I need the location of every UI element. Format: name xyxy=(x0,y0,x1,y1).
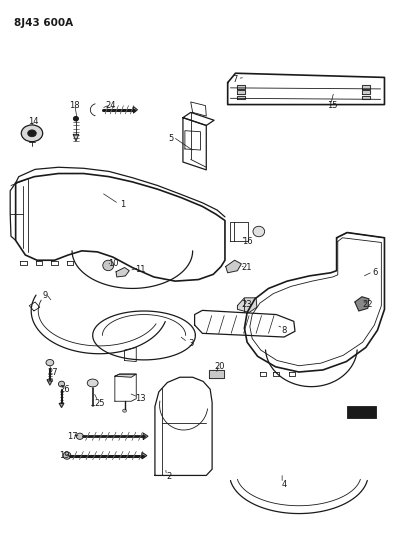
Text: 26: 26 xyxy=(59,385,69,394)
Polygon shape xyxy=(362,96,370,99)
Polygon shape xyxy=(237,96,245,99)
Text: 10: 10 xyxy=(108,260,118,269)
Text: 17: 17 xyxy=(67,432,77,441)
Text: 23: 23 xyxy=(242,300,252,309)
Text: 27: 27 xyxy=(47,368,58,376)
Polygon shape xyxy=(226,260,241,273)
Polygon shape xyxy=(362,85,370,89)
Polygon shape xyxy=(237,91,245,94)
Polygon shape xyxy=(115,374,136,377)
Text: 24: 24 xyxy=(106,101,116,110)
Ellipse shape xyxy=(28,130,36,136)
Ellipse shape xyxy=(58,381,65,387)
Text: 16: 16 xyxy=(242,237,252,246)
Polygon shape xyxy=(209,370,224,378)
Polygon shape xyxy=(362,91,370,94)
Ellipse shape xyxy=(103,260,114,271)
Polygon shape xyxy=(237,298,257,312)
Polygon shape xyxy=(73,134,79,141)
Text: 19: 19 xyxy=(59,451,69,460)
Text: 5: 5 xyxy=(169,134,174,143)
Ellipse shape xyxy=(46,359,54,366)
Polygon shape xyxy=(133,107,137,113)
Text: 8: 8 xyxy=(281,326,287,335)
Text: 20: 20 xyxy=(215,362,225,372)
Text: 8J43 600A: 8J43 600A xyxy=(13,19,73,28)
Text: 4: 4 xyxy=(281,480,287,489)
Text: 21: 21 xyxy=(242,263,252,272)
Polygon shape xyxy=(116,268,129,277)
Text: 14: 14 xyxy=(28,117,39,126)
Text: 18: 18 xyxy=(69,101,79,110)
Polygon shape xyxy=(143,433,148,439)
Polygon shape xyxy=(47,380,52,385)
Text: 15: 15 xyxy=(328,101,338,110)
Text: 1: 1 xyxy=(120,200,125,209)
Ellipse shape xyxy=(21,125,43,142)
Text: 22: 22 xyxy=(362,300,373,309)
Polygon shape xyxy=(59,403,64,408)
Text: 13: 13 xyxy=(135,394,145,402)
Text: 25: 25 xyxy=(94,399,104,408)
Text: 6: 6 xyxy=(373,268,378,277)
Text: 9: 9 xyxy=(42,290,48,300)
Polygon shape xyxy=(355,297,369,311)
Ellipse shape xyxy=(73,117,78,121)
Text: 12: 12 xyxy=(366,409,377,418)
Polygon shape xyxy=(237,85,245,89)
Text: 2: 2 xyxy=(167,472,172,481)
Text: 11: 11 xyxy=(135,264,145,273)
Ellipse shape xyxy=(76,433,83,439)
Text: 7: 7 xyxy=(233,75,238,84)
Ellipse shape xyxy=(123,409,127,412)
Ellipse shape xyxy=(253,227,265,237)
FancyBboxPatch shape xyxy=(347,407,376,418)
Ellipse shape xyxy=(87,379,98,387)
Polygon shape xyxy=(142,453,147,459)
Text: 3: 3 xyxy=(188,340,193,348)
Ellipse shape xyxy=(63,452,71,459)
